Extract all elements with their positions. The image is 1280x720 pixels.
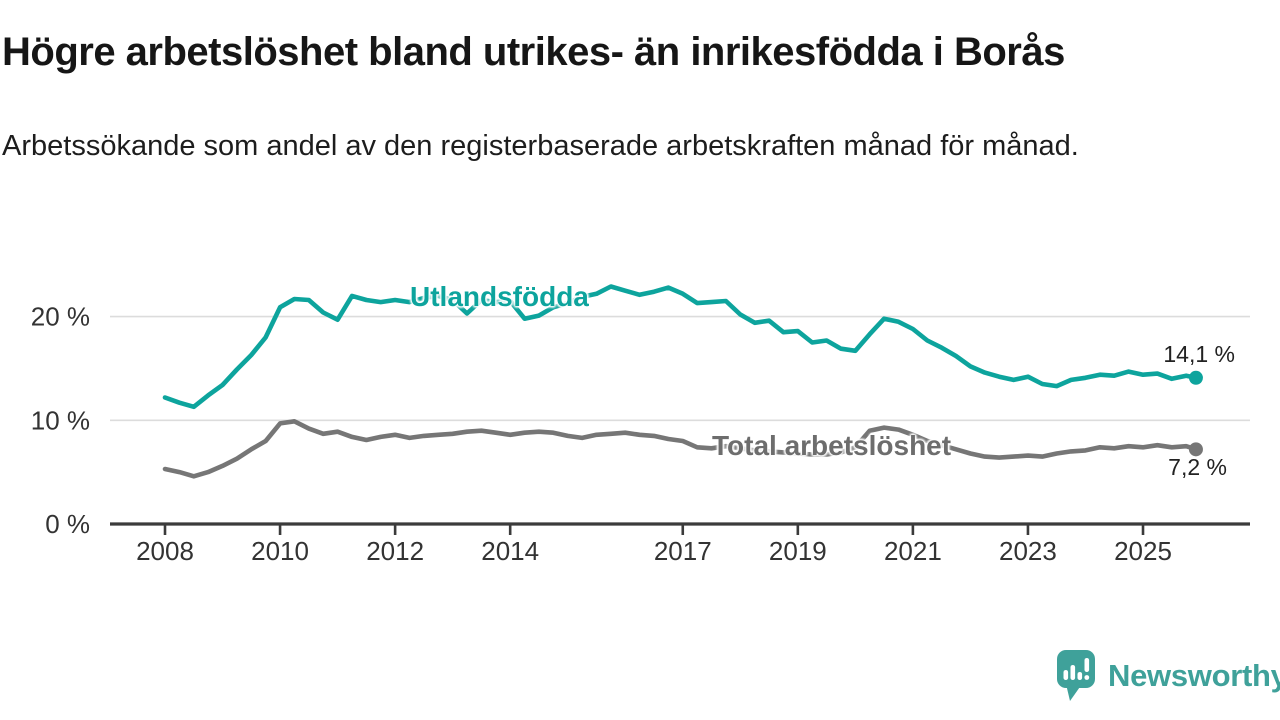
series-label-utlandsfodda: Utlandsfödda [410,281,589,312]
newsworthy-logo-text: Newsworthy [1108,658,1280,693]
series-label-total-arbetsloshet: Total arbetslöshet [712,430,952,461]
x-tick-label: 2021 [884,536,942,566]
y-tick-label: 20 % [31,302,90,332]
x-tick-label: 2017 [654,536,712,566]
series-end-dot-total [1188,442,1203,457]
y-tick-label: 0 % [45,509,90,539]
newsworthy-logo: Newsworthy [1056,648,1280,704]
x-tick-label: 2023 [999,536,1057,566]
end-value-label-utlandsfodda: 14,1 % [1163,341,1235,367]
page-title: Högre arbetslöshet bland utrikes- än inr… [2,30,1065,74]
series-line-total [162,418,1199,479]
x-tick-label: 2014 [481,536,539,566]
x-tick-label: 2025 [1114,536,1172,566]
series-line-utlandsfodda [162,284,1199,410]
series-end-dot-utlandsfodda [1188,370,1203,385]
y-tick-label: 10 % [31,405,90,435]
chart-subtitle: Arbetssökande som andel av den registerb… [2,130,1079,162]
newsworthy-logo-icon [1057,650,1095,701]
x-tick-label: 2008 [136,536,194,566]
x-tick-label: 2012 [366,536,424,566]
end-value-label-total: 7,2 % [1168,454,1227,480]
x-tick-label: 2010 [251,536,309,566]
x-tick-label: 2019 [769,536,827,566]
